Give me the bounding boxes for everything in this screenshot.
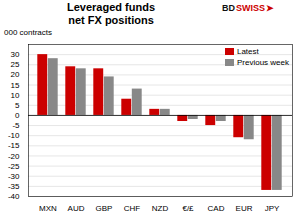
- svg-text:NZD: NZD: [152, 204, 169, 213]
- html-text:000 contracts: 000 contracts: [4, 28, 52, 37]
- svg-text:0: 0: [15, 111, 20, 120]
- svg-text:-10: -10: [8, 131, 20, 140]
- html-text:net FX positions: net FX positions: [68, 14, 154, 26]
- html-text:BD SWISS ➤: BD SWISS ➤: [222, 3, 274, 13]
- svg-text:MXN: MXN: [39, 204, 57, 213]
- svg-text:20: 20: [11, 70, 20, 79]
- svg-text:30: 30: [11, 50, 20, 59]
- svg-text:25: 25: [11, 60, 20, 69]
- svg-text:15: 15: [11, 81, 20, 90]
- svg-text:CAD: CAD: [208, 204, 225, 213]
- svg-text:€/£: €/£: [182, 204, 194, 213]
- svg-text:CHF: CHF: [124, 204, 141, 213]
- svg-text:-20: -20: [8, 152, 20, 161]
- svg-text:JPY: JPY: [265, 204, 280, 213]
- svg-text:-35: -35: [8, 182, 20, 191]
- svg-text:-30: -30: [8, 172, 20, 181]
- svg-text:5: 5: [15, 101, 20, 110]
- svg-text:-40: -40: [8, 192, 20, 201]
- html-text:Leveraged funds: Leveraged funds: [67, 1, 155, 13]
- svg-text:10: 10: [11, 91, 20, 100]
- svg-text:-5: -5: [12, 121, 20, 130]
- svg-text:-15: -15: [8, 141, 20, 150]
- svg-text:AUD: AUD: [68, 204, 85, 213]
- svg-text:GBP: GBP: [96, 204, 113, 213]
- html-text:Previous week: Previous week: [237, 58, 289, 67]
- svg-text:EUR: EUR: [236, 204, 253, 213]
- html-text:Latest: Latest: [237, 47, 259, 56]
- svg-text:-25: -25: [8, 162, 20, 171]
